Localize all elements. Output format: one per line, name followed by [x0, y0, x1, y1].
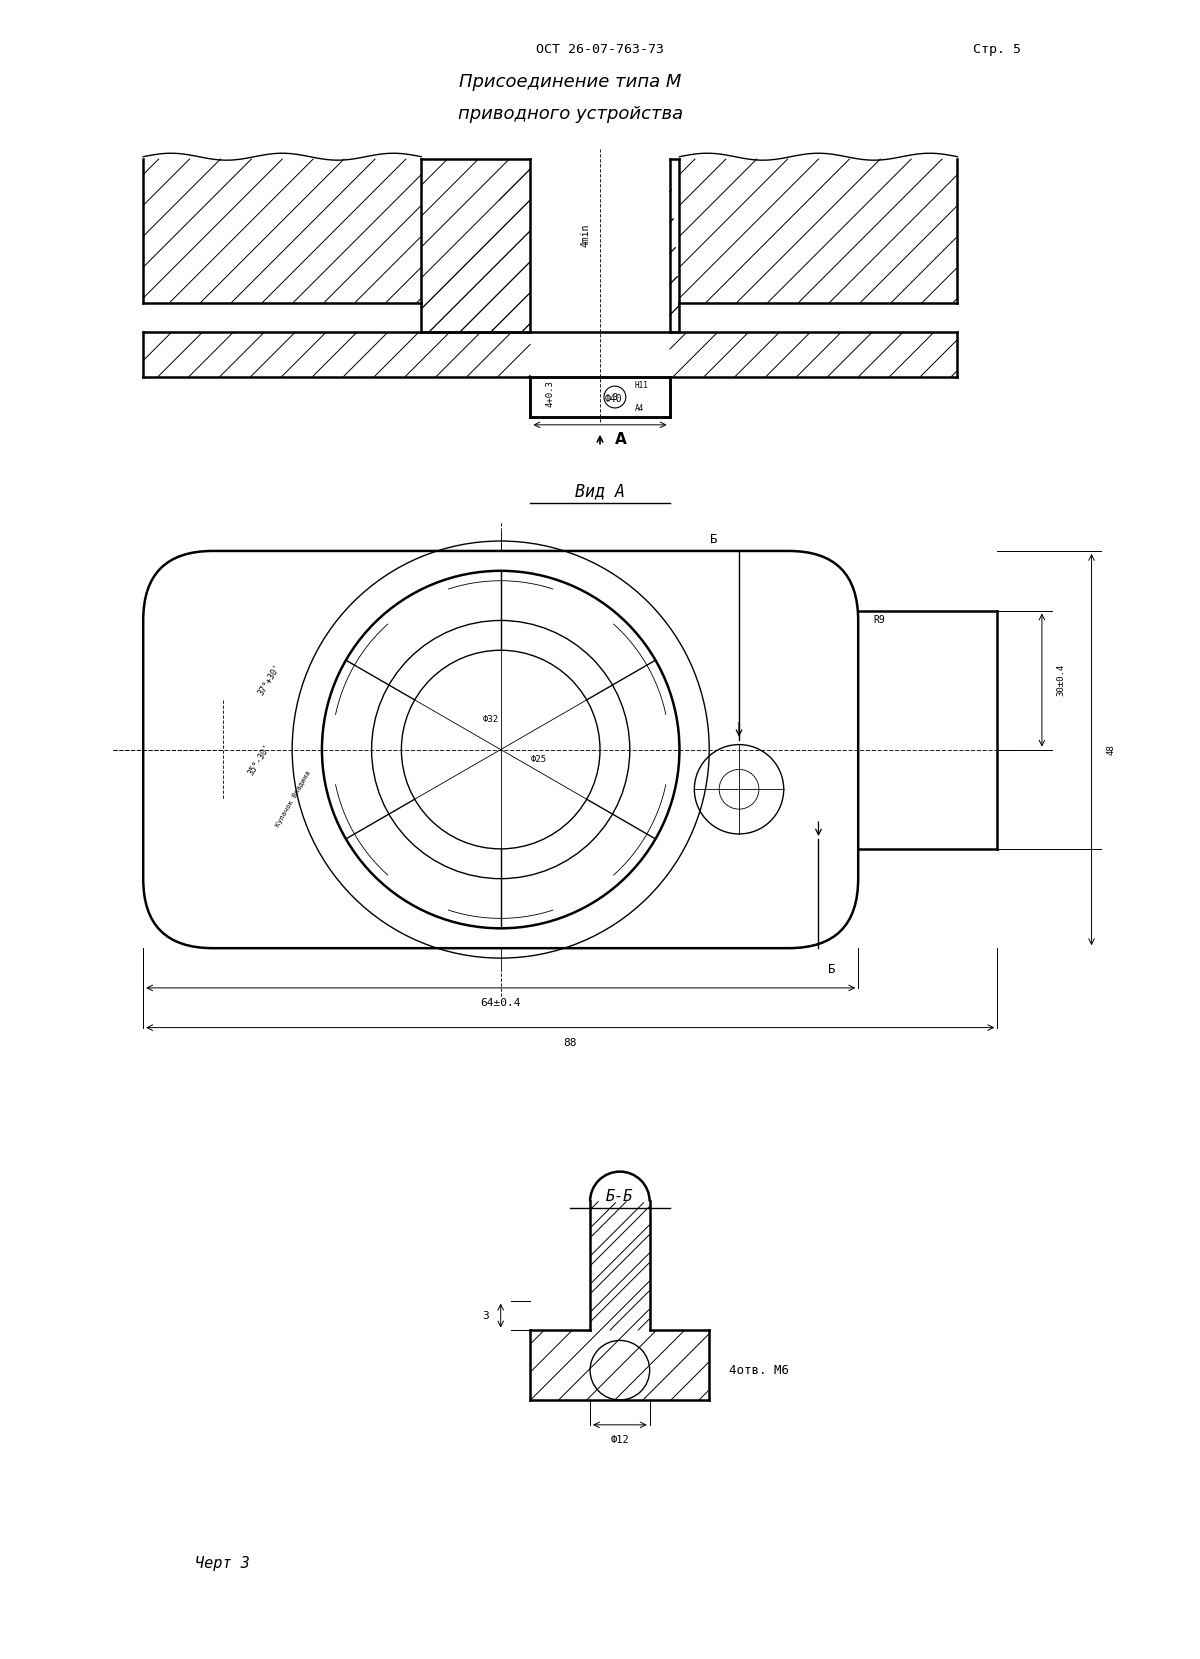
- Text: 3: 3: [482, 1311, 490, 1321]
- Text: Ф40: Ф40: [605, 393, 623, 405]
- Text: ОСТ 26-07-763-73: ОСТ 26-07-763-73: [536, 43, 664, 56]
- Text: Вид А: Вид А: [575, 483, 625, 501]
- Circle shape: [590, 1340, 649, 1400]
- Text: Ф12: Ф12: [611, 1435, 629, 1445]
- Text: H11: H11: [635, 382, 649, 390]
- Text: 48: 48: [1106, 745, 1116, 755]
- Text: А4: А4: [635, 405, 644, 413]
- Text: 30±0.4: 30±0.4: [1057, 664, 1066, 697]
- Text: R9: R9: [874, 615, 884, 625]
- Text: Присоединение типа М: Присоединение типа М: [460, 73, 682, 91]
- Text: Б: Б: [710, 533, 718, 546]
- Text: 37°+30': 37°+30': [256, 664, 282, 697]
- Text: 3: 3: [612, 393, 617, 401]
- Text: Ф32: Ф32: [482, 715, 499, 725]
- Text: 64±0.4: 64±0.4: [480, 997, 521, 1007]
- Text: Б-Б: Б-Б: [606, 1190, 634, 1204]
- Text: Ф25: Ф25: [530, 755, 547, 765]
- Text: Черт 3: Черт 3: [196, 1556, 250, 1571]
- Text: 4+0.3: 4+0.3: [546, 380, 554, 408]
- Text: Стр. 5: Стр. 5: [973, 43, 1021, 56]
- Text: 88: 88: [564, 1037, 577, 1047]
- Text: 35°-30': 35°-30': [246, 742, 272, 776]
- Text: приводного устройства: приводного устройства: [457, 105, 683, 123]
- Text: Кулачок Впадина: Кулачок Впадина: [275, 770, 312, 828]
- Text: А: А: [614, 431, 626, 446]
- Text: 4отв. М6: 4отв. М6: [730, 1364, 790, 1377]
- Text: Б: Б: [828, 964, 836, 975]
- Text: 4min: 4min: [580, 224, 590, 247]
